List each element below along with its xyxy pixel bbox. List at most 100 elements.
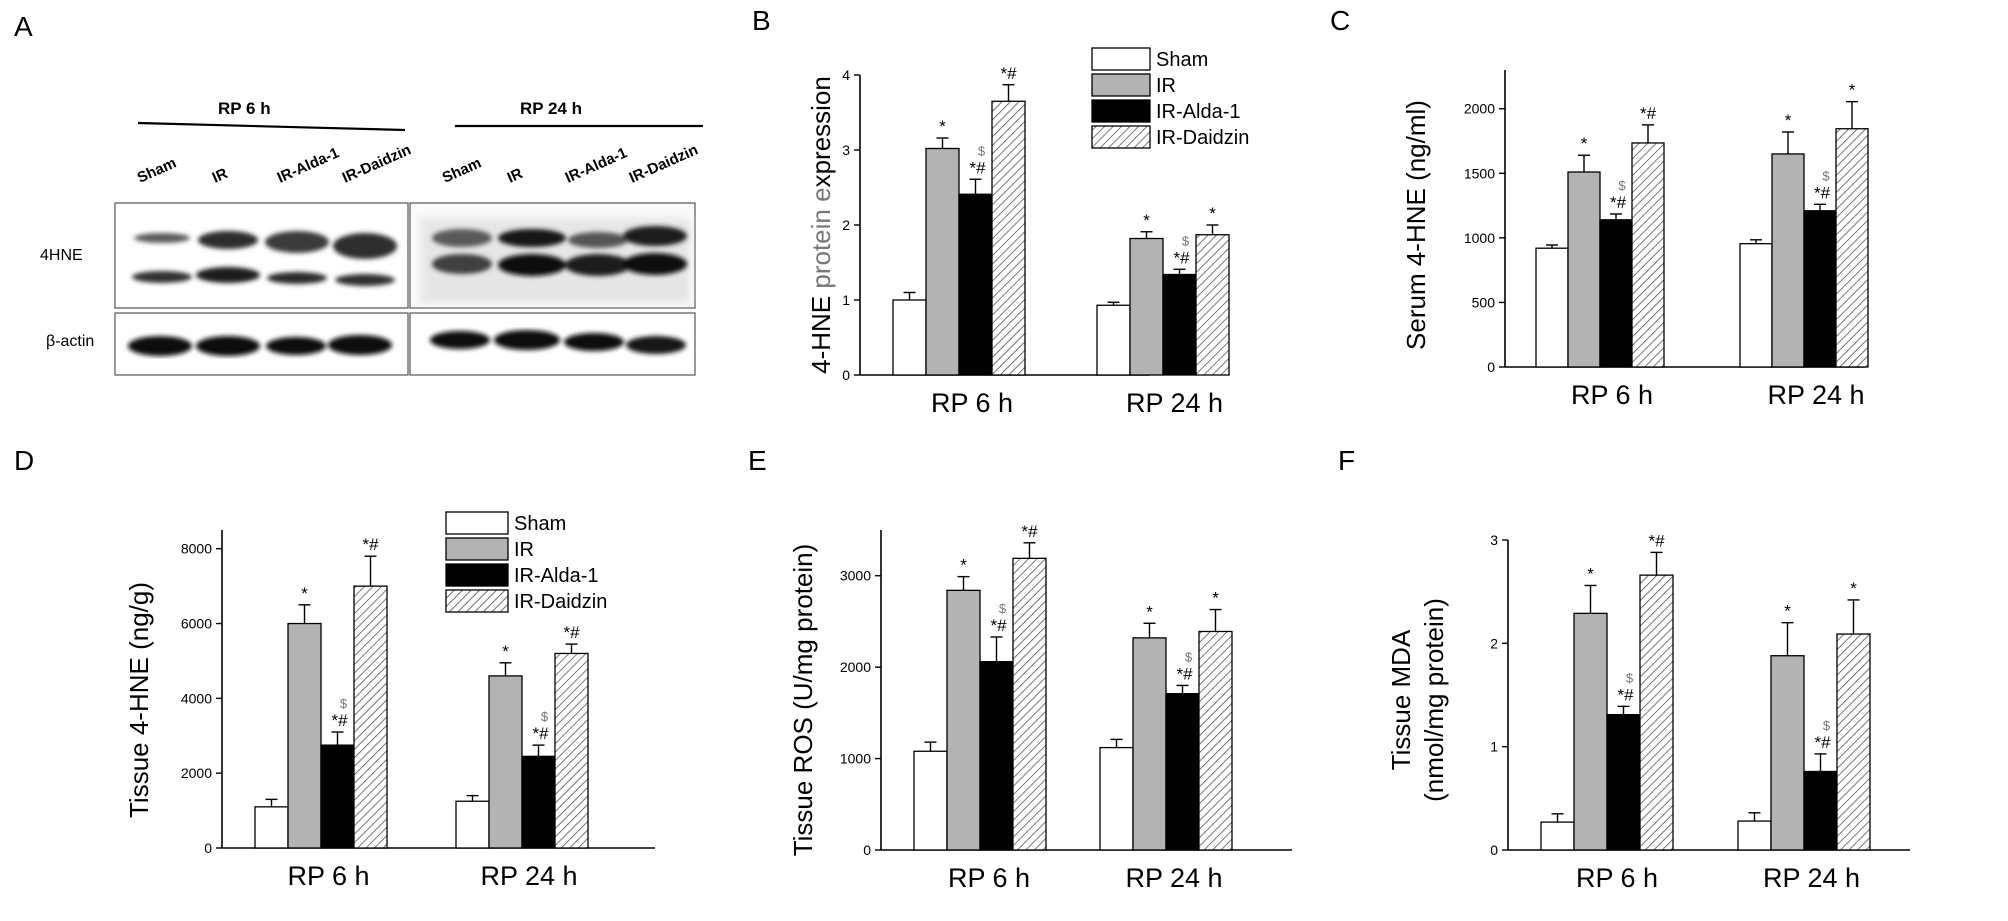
- bar: [1770, 655, 1805, 851]
- y-tick-label: 2000: [181, 765, 212, 781]
- bar: [958, 193, 993, 376]
- bar: [1836, 633, 1871, 851]
- blot-header-rp24: RP 24 h: [520, 99, 582, 118]
- significance-label: *: [1212, 589, 1219, 608]
- bar: [1606, 713, 1641, 851]
- significance-label: *: [1587, 564, 1594, 583]
- significance-label: $: [1823, 718, 1831, 733]
- significance-label: *#: [1000, 64, 1017, 83]
- panel-letter-f: F: [1338, 445, 1355, 476]
- blot-lane-labels: Sham IR IR-Alda-1IR-Daidzin Sham IR IR-Alda-1…: [135, 141, 701, 186]
- significance-label: *#: [331, 711, 348, 730]
- legend-swatch: [1091, 73, 1151, 97]
- significance-label: *: [301, 584, 308, 603]
- legend-label: Sham: [514, 513, 566, 535]
- significance-label: *#: [990, 616, 1007, 635]
- significance-label: $: [978, 143, 986, 158]
- category-label: RP 24 h: [1126, 388, 1223, 418]
- significance-label: $: [1822, 168, 1830, 183]
- y-tick-label: 2000: [840, 659, 871, 675]
- blot-bands-actin: [128, 330, 686, 356]
- bar: [1803, 210, 1837, 368]
- bar: [521, 755, 556, 849]
- bar: [1639, 574, 1674, 851]
- significance-label: $: [1626, 670, 1634, 685]
- bar: [1132, 637, 1167, 851]
- blot-lane-label: IR: [210, 165, 231, 187]
- panel-letter-a: A: [14, 11, 33, 42]
- significance-label: *#: [1640, 104, 1657, 123]
- bar: [1099, 746, 1134, 851]
- legend-label: IR-Daidzin: [1156, 127, 1249, 149]
- category-label: RP 6 h: [1576, 863, 1658, 893]
- y-tick-label: 4: [842, 67, 850, 83]
- significance-label: *#: [362, 535, 379, 554]
- bar: [1165, 693, 1200, 851]
- y-tick-label: 0: [204, 840, 212, 856]
- bar: [1012, 557, 1047, 851]
- bar: [353, 585, 388, 849]
- panel-c-chart: C 0 500 1000 1500 2000 Serum 4-HNE (ng/ml) * *#…: [1330, 5, 1869, 410]
- y-tick-label: 3: [1490, 532, 1498, 548]
- significance-label: *: [939, 117, 946, 136]
- category-label: RP 24 h: [1125, 863, 1222, 893]
- category-label: RP 6 h: [287, 861, 369, 891]
- category-label: RP 6 h: [948, 863, 1030, 893]
- y-axis-label: 4-HNE protein expression: [806, 76, 836, 374]
- significance-label: $: [1618, 178, 1626, 193]
- legend-swatch: [445, 563, 509, 587]
- significance-label: *#: [1617, 685, 1634, 704]
- y-tick-label: 4000: [181, 690, 212, 706]
- bar: [488, 675, 523, 849]
- y-axis-label-part: 4-HNE: [806, 289, 836, 374]
- y-tick-label: 500: [1472, 294, 1496, 310]
- blot-lane-label: Sham: [440, 155, 484, 187]
- y-tick-label: 0: [842, 367, 850, 383]
- panel-a-western-blot: A RP 6 h RP 24 h Sham IR IR-Alda-1IR-Daidz…: [14, 11, 703, 376]
- legend-label: IR: [1156, 75, 1176, 97]
- y-tick-label: 1000: [1464, 230, 1495, 246]
- bar: [1771, 153, 1805, 368]
- bar: [946, 589, 981, 851]
- significance-label: *#: [1814, 183, 1831, 202]
- significance-label: $: [1185, 649, 1193, 664]
- y-tick-label: 0: [863, 842, 871, 858]
- blot-header-line-left: [137, 121, 406, 132]
- legend-swatch: [1091, 99, 1151, 123]
- bar: [1739, 243, 1773, 368]
- blot-bands-4hne-left: [132, 231, 397, 286]
- bar: [1573, 612, 1608, 851]
- bar: [892, 299, 927, 376]
- y-axis-label-part: protein: [806, 202, 836, 289]
- significance-label: $: [999, 601, 1007, 616]
- y-axis-label: (nmol/mg protein): [1419, 598, 1449, 802]
- significance-label: $: [1182, 233, 1190, 248]
- panel-letter-d: D: [14, 445, 34, 476]
- blot-lane-label: IR-Alda-1: [563, 144, 630, 186]
- bar: [1631, 142, 1665, 368]
- y-tick-label: 6000: [181, 616, 212, 632]
- bar: [1198, 630, 1233, 851]
- significance-label: *: [1581, 134, 1588, 153]
- legend-label: IR: [514, 539, 534, 561]
- y-tick-label: 3: [842, 142, 850, 158]
- bar: [1835, 128, 1869, 368]
- y-tick-label: 1500: [1464, 165, 1495, 181]
- blot-lane-label: IR-Daidzin: [340, 141, 414, 186]
- y-tick-label: 1: [842, 292, 850, 308]
- y-axis-label: Tissue 4-HNE (ng/g): [124, 582, 154, 818]
- bar: [1803, 770, 1838, 851]
- y-tick-label: 2000: [1464, 101, 1495, 117]
- significance-label: *#: [1648, 531, 1665, 550]
- y-tick-label: 1000: [840, 751, 871, 767]
- legend-label: IR-Alda-1: [1156, 101, 1240, 123]
- category-label: RP 6 h: [931, 388, 1013, 418]
- y-tick-label: 3000: [840, 568, 871, 584]
- significance-label: *: [1146, 602, 1153, 621]
- bar: [913, 750, 948, 851]
- significance-label: *#: [1021, 522, 1038, 541]
- legend-swatch: [445, 589, 509, 613]
- significance-label: *: [1143, 211, 1150, 230]
